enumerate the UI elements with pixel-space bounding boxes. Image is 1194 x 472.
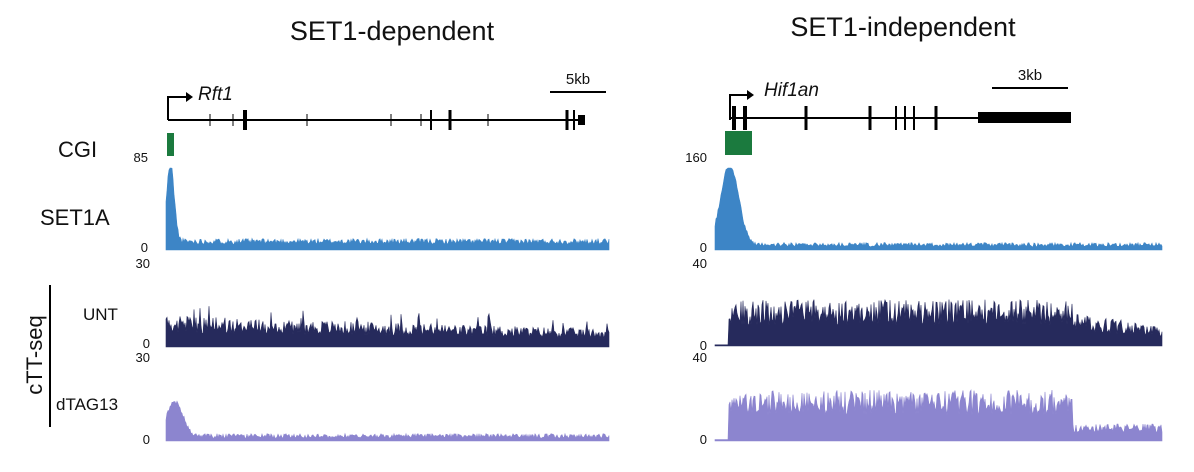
- gene-model-left: Rft1 5kb: [167, 71, 606, 130]
- coverage-track-unt-right: [714, 298, 1163, 347]
- ymax-set1a-right: 160: [685, 150, 707, 165]
- tss-arrow-left: [167, 96, 186, 120]
- coverage-track-unt-left: [165, 306, 610, 348]
- panel-title-left: SET1-dependent: [290, 16, 495, 46]
- exon-ticks-right: [732, 106, 938, 130]
- ymax-dtag-right: 40: [693, 350, 707, 365]
- track-label-set1a: SET1A: [40, 205, 110, 230]
- cgi-block-right: [725, 131, 752, 155]
- exon-ticks-left: [209, 110, 575, 130]
- gene-name-left: Rft1: [198, 84, 233, 105]
- side-label: cTT-seq: [22, 315, 47, 394]
- panel-title-right: SET1-independent: [790, 12, 1016, 42]
- gene-model-right: Hif1an 3kb: [729, 67, 1071, 130]
- ymin-set1a-right: 0: [700, 240, 707, 255]
- utr-block-right: [978, 112, 1071, 123]
- coverage-track-dtag13-left: [165, 400, 610, 442]
- gene-name-right: Hif1an: [764, 80, 819, 101]
- ymax-set1a-left: 85: [134, 150, 148, 165]
- ymin-set1a-left: 0: [141, 240, 148, 255]
- coverage-track-set1a-left: [165, 167, 610, 251]
- ymin-dtag-left: 0: [143, 432, 150, 447]
- scale-bar-label-right: 3kb: [1018, 67, 1042, 84]
- coverage-track-set1a-right: [714, 167, 1163, 251]
- cgi-block-left: [167, 133, 174, 156]
- ymin-unt-right: 0: [700, 338, 707, 353]
- ymax-unt-left: 30: [136, 256, 150, 271]
- tss-arrow-right: [729, 94, 747, 120]
- track-label-dtag13: dTAG13: [56, 395, 118, 414]
- cgi-label: CGI: [58, 137, 97, 162]
- scale-bar-label-left: 5kb: [566, 71, 590, 88]
- coverage-track-dtag13-right: [714, 389, 1163, 442]
- ymin-unt-left: 0: [143, 336, 150, 351]
- ymax-unt-right: 40: [693, 256, 707, 271]
- tss-arrowhead-left: [186, 92, 193, 102]
- track-label-unt: UNT: [83, 305, 118, 324]
- tss-arrowhead-right: [747, 90, 754, 100]
- ymin-dtag-right: 0: [700, 432, 707, 447]
- ymax-dtag-left: 30: [136, 350, 150, 365]
- last-exon-left: [578, 115, 585, 125]
